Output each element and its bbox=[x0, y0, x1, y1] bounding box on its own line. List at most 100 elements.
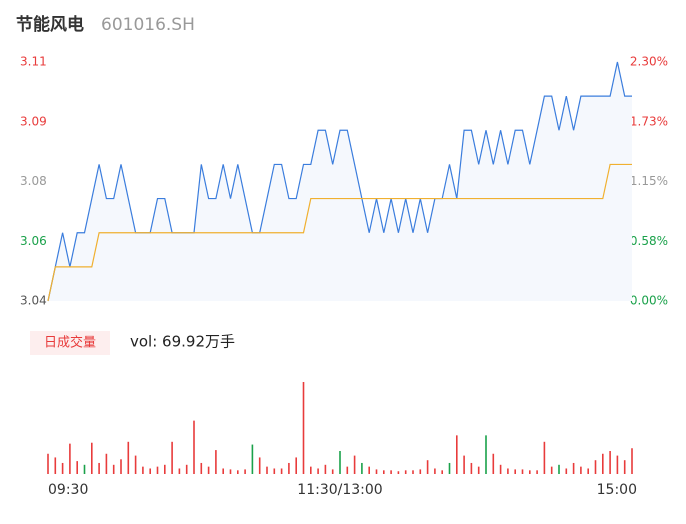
volume-bar bbox=[207, 466, 210, 474]
y2-tick-label: 2.30% bbox=[630, 55, 668, 69]
volume-bar bbox=[54, 457, 57, 474]
volume-bar bbox=[127, 441, 130, 474]
volume-bar bbox=[178, 468, 181, 474]
volume-bar bbox=[485, 435, 487, 474]
stock-code: 601016.SH bbox=[101, 15, 195, 35]
volume-bar bbox=[470, 462, 473, 474]
volume-bar bbox=[215, 450, 217, 474]
price-area bbox=[48, 62, 632, 301]
volume-bar bbox=[412, 470, 414, 474]
volume-bar bbox=[390, 470, 392, 474]
volume-bar bbox=[171, 441, 173, 474]
volume-bar bbox=[441, 470, 443, 474]
volume-bar bbox=[558, 464, 560, 474]
volume-bar bbox=[164, 464, 166, 474]
volume-bar bbox=[375, 469, 378, 474]
volume-bar bbox=[609, 451, 611, 474]
volume-bar bbox=[105, 453, 108, 474]
volume-bar bbox=[91, 442, 93, 474]
volume-bar bbox=[580, 466, 582, 474]
volume-bar bbox=[419, 469, 422, 474]
stock-name: 节能风电 bbox=[16, 14, 84, 35]
volume-bar bbox=[492, 453, 495, 474]
volume-bar bbox=[120, 459, 122, 474]
volume-bar bbox=[456, 435, 458, 474]
volume-bar bbox=[193, 420, 195, 474]
volume-bar bbox=[463, 455, 465, 474]
y-tick-label: 3.04 bbox=[20, 294, 47, 308]
volume-bar bbox=[536, 470, 538, 474]
legend-label: 日成交量 bbox=[44, 335, 96, 351]
y2-tick-label: 1.15% bbox=[630, 174, 668, 188]
volume-bar bbox=[602, 453, 604, 474]
y-tick-label: 3.11 bbox=[20, 55, 47, 69]
volume-bar bbox=[288, 462, 290, 474]
volume-bar bbox=[200, 462, 203, 474]
volume-bar bbox=[61, 462, 64, 474]
volume-bar bbox=[346, 466, 349, 474]
volume-bar bbox=[134, 455, 137, 474]
volume-bar bbox=[295, 457, 297, 474]
volume-bar bbox=[302, 382, 305, 474]
x-tick-label: 09:30 bbox=[48, 482, 88, 498]
volume-bar bbox=[76, 461, 78, 474]
volume-bar bbox=[222, 468, 224, 474]
volume-bar bbox=[185, 464, 188, 474]
volume-bar bbox=[361, 462, 363, 474]
y2-tick-label: 0.00% bbox=[630, 294, 668, 308]
volume-bar bbox=[587, 468, 589, 474]
volume-bar bbox=[251, 444, 254, 474]
volume-bar bbox=[404, 470, 407, 474]
volume-bar bbox=[631, 448, 633, 474]
volume-bar bbox=[507, 468, 509, 474]
volume-bar bbox=[266, 466, 268, 474]
volume-bar bbox=[149, 468, 151, 474]
y2-tick-label: 1.73% bbox=[630, 114, 668, 128]
volume-bar bbox=[565, 468, 568, 474]
volume-bar bbox=[69, 443, 71, 474]
volume-bar bbox=[543, 441, 546, 474]
volume-bar bbox=[339, 451, 341, 474]
volume-bar bbox=[280, 468, 283, 474]
volume-bar bbox=[397, 471, 400, 474]
volume-bar bbox=[477, 466, 480, 474]
volume-bar bbox=[368, 466, 370, 474]
x-tick-label: 15:00 bbox=[597, 482, 637, 498]
volume-bar bbox=[112, 464, 115, 474]
volume-bar bbox=[142, 466, 144, 474]
volume-bar bbox=[448, 462, 451, 474]
volume-bar bbox=[47, 453, 49, 474]
volume-bar bbox=[331, 469, 334, 474]
legend-box bbox=[30, 331, 110, 355]
volume-bar bbox=[258, 457, 261, 474]
volume-bar bbox=[529, 470, 531, 474]
volume-bar bbox=[550, 466, 553, 474]
volume-bar bbox=[514, 469, 516, 474]
volume-bar bbox=[434, 468, 436, 474]
volume-bar bbox=[98, 462, 100, 474]
volume-bar bbox=[594, 460, 597, 474]
volume-bar bbox=[324, 464, 327, 474]
volume-bar bbox=[623, 460, 626, 474]
volume-bar bbox=[273, 468, 276, 474]
volume-bar bbox=[156, 466, 159, 474]
volume-bar bbox=[383, 470, 385, 474]
volume-bar bbox=[572, 462, 575, 474]
volume-bar bbox=[310, 466, 312, 474]
volume-bar bbox=[229, 469, 232, 474]
x-tick-label: 11:30/13:00 bbox=[297, 482, 382, 498]
volume-bar bbox=[616, 455, 619, 474]
y2-tick-label: 0.58% bbox=[630, 234, 668, 248]
y-tick-label: 3.08 bbox=[20, 174, 47, 188]
average-line bbox=[47, 163, 632, 302]
volume-bar bbox=[237, 470, 239, 474]
volume-bar bbox=[353, 455, 356, 474]
volume-bar bbox=[317, 468, 319, 474]
volume-summary: vol: 69.92万手 bbox=[130, 333, 235, 351]
volume-bar bbox=[83, 464, 86, 474]
y-tick-label: 3.09 bbox=[20, 114, 47, 128]
volume-bar bbox=[426, 460, 429, 474]
volume-bar bbox=[244, 469, 246, 474]
volume-bar bbox=[499, 464, 502, 474]
